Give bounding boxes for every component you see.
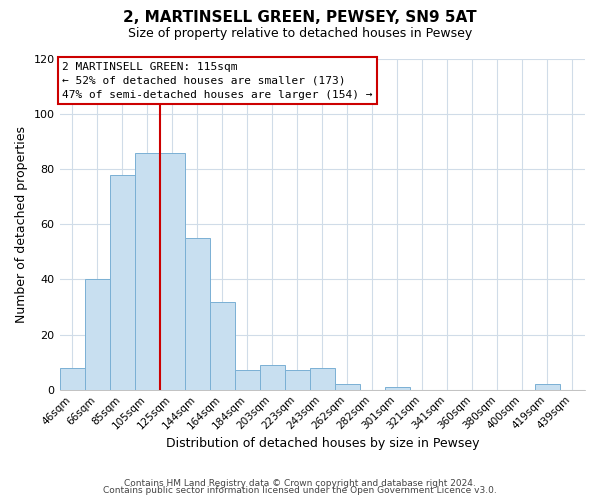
Text: 2, MARTINSELL GREEN, PEWSEY, SN9 5AT: 2, MARTINSELL GREEN, PEWSEY, SN9 5AT (123, 10, 477, 25)
Bar (160, 152, 185, 390)
Text: Contains public sector information licensed under the Open Government Licence v3: Contains public sector information licen… (103, 486, 497, 495)
Bar (335, 384, 360, 390)
X-axis label: Distribution of detached houses by size in Pewsey: Distribution of detached houses by size … (166, 437, 479, 450)
Bar (134, 152, 160, 390)
Bar (110, 175, 134, 390)
Text: Size of property relative to detached houses in Pewsey: Size of property relative to detached ho… (128, 28, 472, 40)
Bar (185, 238, 209, 390)
Bar (260, 365, 285, 390)
Text: 2 MARTINSELL GREEN: 115sqm
← 52% of detached houses are smaller (173)
47% of sem: 2 MARTINSELL GREEN: 115sqm ← 52% of deta… (62, 62, 373, 100)
Text: Contains HM Land Registry data © Crown copyright and database right 2024.: Contains HM Land Registry data © Crown c… (124, 478, 476, 488)
Bar (209, 302, 235, 390)
Bar (285, 370, 310, 390)
Bar (310, 368, 335, 390)
Bar (235, 370, 260, 390)
Bar (535, 384, 560, 390)
Y-axis label: Number of detached properties: Number of detached properties (15, 126, 28, 323)
Bar (85, 280, 110, 390)
Bar (385, 387, 410, 390)
Bar (59, 368, 85, 390)
